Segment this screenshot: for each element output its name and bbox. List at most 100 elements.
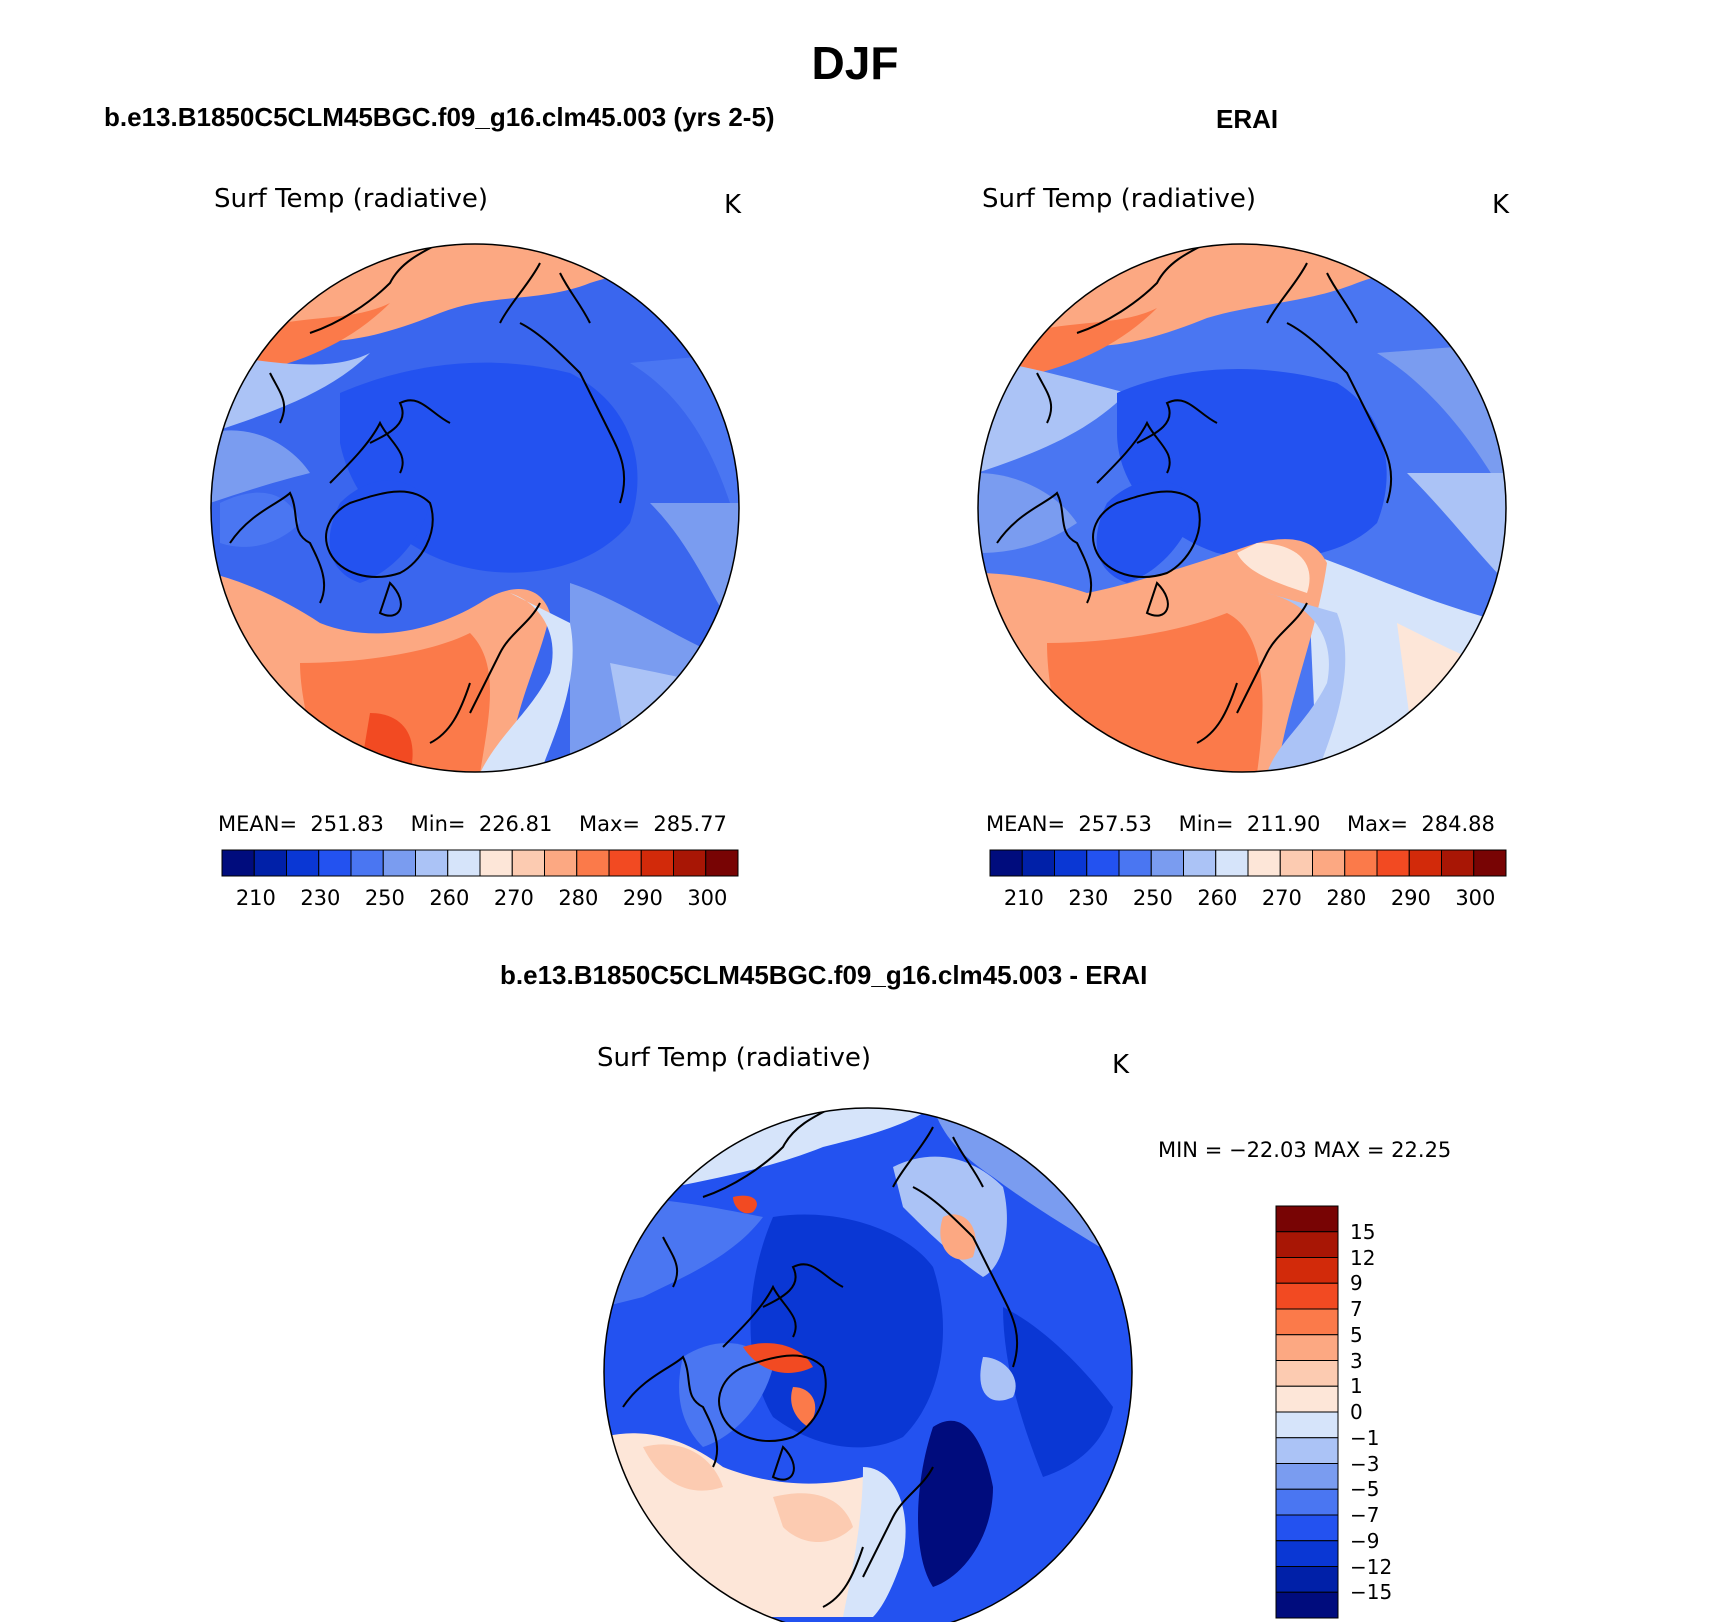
diff-colorbar-swatch <box>1275 1385 1339 1413</box>
diff-colorbar-swatch <box>1275 1205 1339 1233</box>
model-colorbar-swatch <box>511 849 545 877</box>
model-colorbar-tick-label: 300 <box>687 886 728 910</box>
diff-colorbar-swatch <box>1275 1282 1339 1310</box>
diff-colorbar-tick-label: 7 <box>1350 1297 1363 1321</box>
diff-colorbar-swatch <box>1275 1231 1339 1258</box>
model-colorbar-tick-label: 230 <box>300 886 341 910</box>
model-colorbar-swatch <box>479 849 513 877</box>
model-colorbar-swatch <box>318 849 352 877</box>
diff-colorbar-swatch <box>1275 1488 1339 1516</box>
diff-variable-title: Surf Temp (radiative) <box>597 1043 872 1073</box>
diff-colorbar-labels: 15 12 9 7 5 3 1 0 −1 −3 −5 −7 −9 −12 −15 <box>1350 1206 1430 1618</box>
erai-colorbar-swatch <box>1118 849 1152 877</box>
diff-colorbar-tick-label: −9 <box>1350 1528 1380 1553</box>
diff-colorbar-swatch <box>1275 1308 1339 1336</box>
diff-colorbar-tick-label: 9 <box>1350 1271 1363 1296</box>
model-colorbar-swatch <box>382 849 416 877</box>
diff-units: K <box>1112 1050 1130 1080</box>
model-units: K <box>724 190 742 220</box>
diff-colorbar-tick-label: −5 <box>1350 1477 1380 1502</box>
erai-stats: MEAN= 257.53 Min= 211.90 Max= 284.88 <box>986 812 1495 836</box>
model-mean-value: 251.83 <box>310 812 384 836</box>
model-colorbar-swatch <box>544 849 578 877</box>
diff-colorbar-swatch <box>1275 1257 1339 1284</box>
diff-colorbar-tick-label: 0 <box>1350 1400 1363 1424</box>
erai-mean-value: 257.53 <box>1078 812 1152 836</box>
diff-colorbar-swatch <box>1275 1437 1339 1464</box>
diff-colorbar-tick-label: 1 <box>1350 1374 1363 1399</box>
model-variable-title: Surf Temp (radiative) <box>214 184 489 214</box>
erai-colorbar-swatch <box>1247 849 1281 877</box>
erai-mean-label: MEAN= <box>986 812 1066 836</box>
erai-colorbar-tick-label: 270 <box>1261 886 1302 910</box>
diff-colorbar-tick-label: −15 <box>1350 1580 1393 1605</box>
model-stats: MEAN= 251.83 Min= 226.81 Max= 285.77 <box>218 812 727 836</box>
diff-colorbar-tick-label: 3 <box>1350 1348 1363 1373</box>
erai-colorbar-swatch <box>1376 849 1410 877</box>
diff-colorbar-tick-label: 15 <box>1350 1219 1376 1244</box>
erai-colorbar-swatch <box>1344 849 1378 877</box>
diff-case-title: b.e13.B1850C5CLM45BGC.f09_g16.clm45.003 … <box>500 960 1148 990</box>
diff-colorbar <box>1275 1205 1339 1619</box>
erai-case-title: ERAI <box>1216 104 1279 134</box>
erai-min-label: Min= <box>1178 812 1234 836</box>
erai-colorbar-swatch <box>1473 849 1507 877</box>
model-colorbar-swatch <box>221 849 255 877</box>
model-min-label: Min= <box>410 812 466 836</box>
model-colorbar-tick-label: 260 <box>429 886 470 910</box>
erai-max-value: 284.88 <box>1421 812 1495 836</box>
erai-colorbar-swatch <box>1215 849 1249 877</box>
diff-colorbar-swatch <box>1275 1411 1339 1439</box>
erai-colorbar-tick-label: 300 <box>1455 886 1496 910</box>
model-mean-label: MEAN= <box>218 812 298 836</box>
model-colorbar-swatch <box>640 849 674 877</box>
erai-colorbar-swatch <box>1441 849 1475 877</box>
diff-colorbar-tick-label: 5 <box>1350 1322 1363 1347</box>
model-case-title: b.e13.B1850C5CLM45BGC.f09_g16.clm45.003 … <box>104 102 775 132</box>
erai-colorbar-tick-label: 230 <box>1068 886 1109 910</box>
model-min-value: 226.81 <box>478 812 553 836</box>
erai-colorbar-tick-label: 250 <box>1132 886 1173 910</box>
erai-colorbar-swatch <box>1021 849 1055 877</box>
erai-colorbar-labels: 210 230 250 260 270 280 290 300 <box>990 886 1506 912</box>
erai-colorbar-swatch <box>1183 849 1217 877</box>
model-colorbar-tick-label: 290 <box>622 886 663 910</box>
diff-stats: MIN = −22.03 MAX = 22.25 <box>1158 1138 1452 1162</box>
model-max-label: Max= <box>579 812 641 836</box>
diff-colorbar-tick-label: −7 <box>1350 1503 1380 1527</box>
erai-max-label: Max= <box>1347 812 1409 836</box>
erai-min-value: 211.90 <box>1246 812 1321 836</box>
diff-colorbar-swatch <box>1275 1514 1339 1542</box>
model-colorbar-labels: 210 230 250 260 270 280 290 300 <box>222 886 738 912</box>
erai-colorbar-swatch <box>1150 849 1184 877</box>
diff-colorbar-swatch <box>1275 1334 1339 1361</box>
diff-colorbar-swatch <box>1275 1540 1339 1567</box>
model-max-value: 285.77 <box>653 812 727 836</box>
erai-polar-map <box>977 243 1507 773</box>
erai-colorbar <box>989 849 1507 877</box>
diff-colorbar-tick-label: −12 <box>1350 1554 1393 1579</box>
model-colorbar-swatch <box>576 849 610 877</box>
erai-colorbar-tick-label: 290 <box>1390 886 1431 910</box>
erai-variable-title: Surf Temp (radiative) <box>982 184 1257 214</box>
erai-units: K <box>1492 190 1510 220</box>
model-colorbar-tick-label: 210 <box>235 886 276 910</box>
diff-colorbar-swatch <box>1275 1591 1339 1619</box>
erai-colorbar-tick-label: 210 <box>1003 886 1044 910</box>
erai-colorbar-swatch <box>1408 849 1442 877</box>
erai-colorbar-swatch <box>1086 849 1120 877</box>
diff-polar-map <box>603 1107 1133 1622</box>
erai-colorbar-swatch <box>1279 849 1313 877</box>
model-colorbar-swatch <box>608 849 642 877</box>
model-colorbar-swatch <box>447 849 481 877</box>
model-colorbar-swatch <box>253 849 287 877</box>
figure-title: DJF <box>811 37 899 89</box>
model-colorbar-swatch <box>350 849 384 877</box>
model-colorbar-swatch <box>705 849 739 877</box>
erai-colorbar-swatch <box>1054 849 1088 877</box>
model-colorbar <box>221 849 739 877</box>
model-polar-map <box>210 243 740 773</box>
diff-colorbar-tick-label: −1 <box>1350 1425 1380 1450</box>
diff-colorbar-tick-label: 12 <box>1350 1245 1376 1270</box>
model-colorbar-swatch <box>286 849 320 877</box>
